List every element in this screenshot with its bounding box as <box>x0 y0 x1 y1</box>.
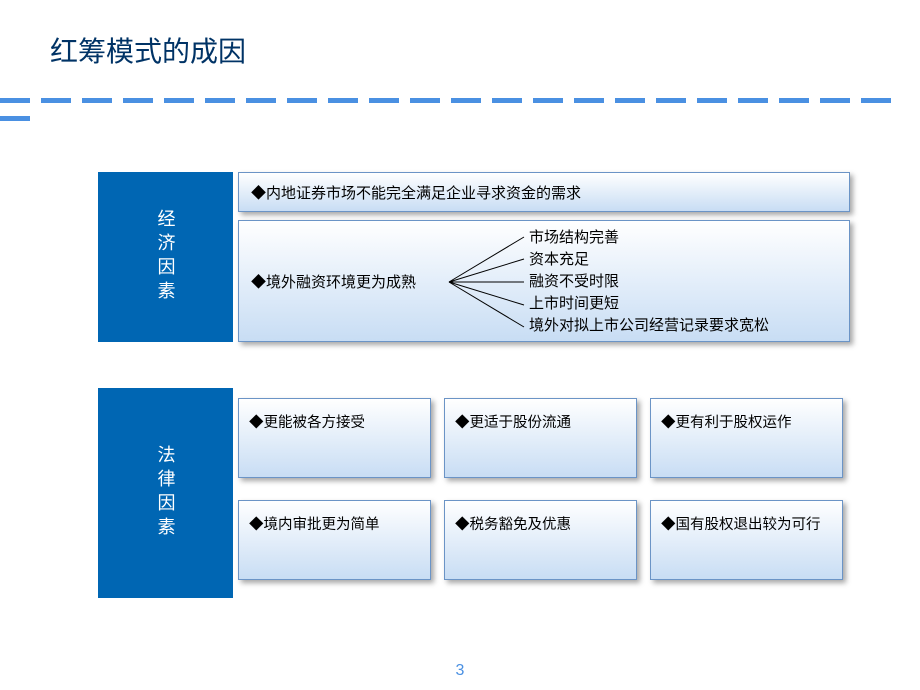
legal-cell: ◆更有利于股权运作 <box>650 398 843 478</box>
branch-list: 市场结构完善 资本充足 融资不受时限 上市时间更短 境外对拟上市公司经营记录要求… <box>529 227 769 337</box>
branch-item: 资本充足 <box>529 249 769 271</box>
legal-factors-section: 法律因素 ◆更能被各方接受 ◆更适于股份流通 ◆更有利于股权运作 ◆境内审批更为… <box>98 388 850 598</box>
divider-dashed <box>0 90 920 98</box>
legal-cell: ◆更能被各方接受 <box>238 398 431 478</box>
legal-cell: ◆税务豁免及优惠 <box>444 500 637 580</box>
branch-item: 融资不受时限 <box>529 271 769 293</box>
economic-factors-section: 经济因素 ◆内地证券市场不能完全满足企业寻求资金的需求 ◆境外融资环境更为成熟 … <box>98 172 850 342</box>
legal-cell: ◆更适于股份流通 <box>444 398 637 478</box>
economic-point-2-box: ◆境外融资环境更为成熟 市场结构完善 资本充足 融资不受时限 上市时间更短 境外… <box>238 220 850 342</box>
economic-label: 经济因素 <box>98 172 233 342</box>
page-title: 红筹模式的成因 <box>50 30 246 70</box>
legal-label: 法律因素 <box>98 388 233 598</box>
economic-point-1: ◆内地证券市场不能完全满足企业寻求资金的需求 <box>238 172 850 212</box>
branch-item: 上市时间更短 <box>529 293 769 315</box>
branch-lines <box>439 229 539 335</box>
economic-point-2-text: ◆境外融资环境更为成熟 <box>251 271 416 292</box>
branch-item: 境外对拟上市公司经营记录要求宽松 <box>529 315 769 337</box>
branch-item: 市场结构完善 <box>529 227 769 249</box>
legal-grid: ◆更能被各方接受 ◆更适于股份流通 ◆更有利于股权运作 ◆境内审批更为简单 ◆税… <box>238 398 850 586</box>
legal-cell: ◆国有股权退出较为可行 <box>650 500 843 580</box>
legal-cell: ◆境内审批更为简单 <box>238 500 431 580</box>
page-number: 3 <box>456 662 465 680</box>
